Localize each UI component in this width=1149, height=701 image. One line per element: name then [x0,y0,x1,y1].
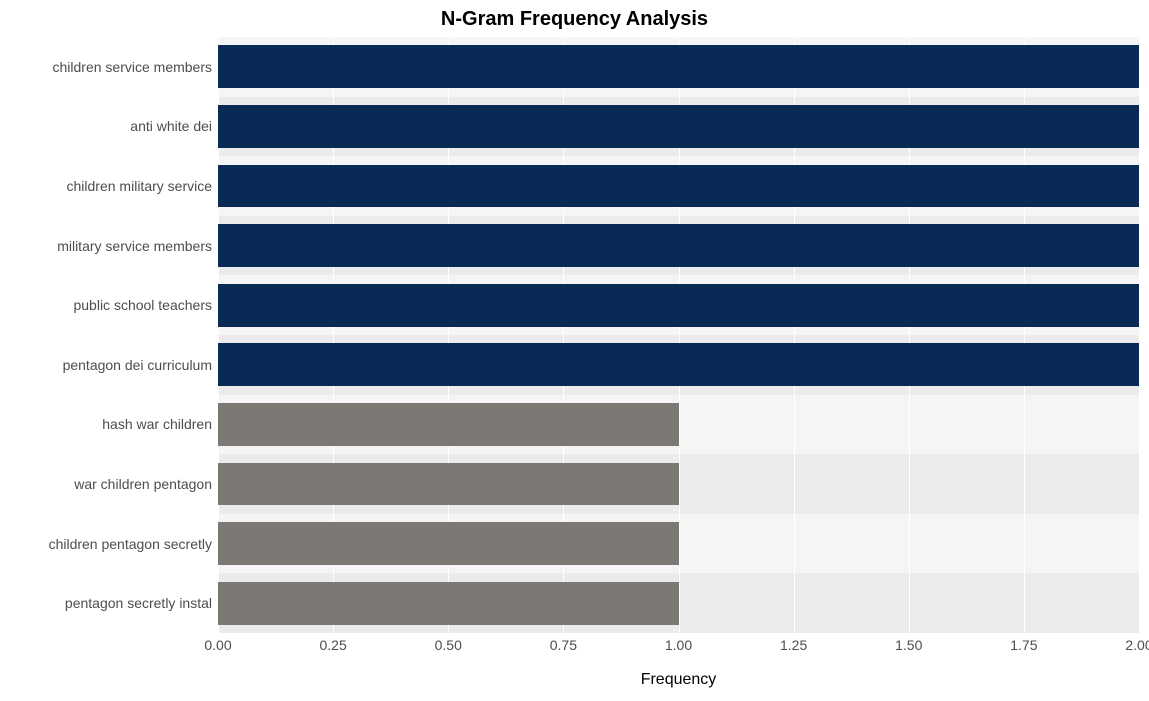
y-tick-label: pentagon secretly instal [10,573,218,633]
bar [218,45,1139,88]
bar [218,582,679,625]
plot-region [218,37,1139,633]
x-tick-label: 1.50 [895,637,922,653]
bar [218,463,679,506]
x-tick-label: 1.00 [665,637,692,653]
bar [218,403,679,446]
y-axis: children service membersanti white deich… [10,37,218,633]
x-tick-label: 0.25 [320,637,347,653]
bar [218,284,1139,327]
x-tick-label: 2.00 [1125,637,1149,653]
x-tick-label: 0.50 [435,637,462,653]
y-tick-label: children service members [10,37,218,97]
bar [218,522,679,565]
bar [218,343,1139,386]
x-tick-label: 0.75 [550,637,577,653]
y-tick-label: public school teachers [10,275,218,335]
x-tick-label: 1.75 [1010,637,1037,653]
y-tick-label: children pentagon secretly [10,514,218,574]
x-tick-label: 1.25 [780,637,807,653]
chart-title: N-Gram Frequency Analysis [10,8,1139,31]
x-axis-area: 0.000.250.500.751.001.251.501.752.00 Fre… [218,633,1139,689]
y-tick-label: children military service [10,156,218,216]
y-tick-label: military service members [10,216,218,276]
bar [218,165,1139,208]
x-axis: 0.000.250.500.751.001.251.501.752.00 [218,633,1139,671]
y-tick-label: pentagon dei curriculum [10,335,218,395]
y-tick-label: anti white dei [10,97,218,157]
x-axis-label: Frequency [641,671,717,688]
bar [218,224,1139,267]
plot-area: children service membersanti white deich… [10,37,1139,633]
y-tick-label: war children pentagon [10,454,218,514]
y-tick-label: hash war children [10,395,218,455]
bar [218,105,1139,148]
plot-panel [218,37,1139,633]
x-tick-label: 0.00 [204,637,231,653]
ngram-frequency-chart: N-Gram Frequency Analysis children servi… [0,0,1149,701]
